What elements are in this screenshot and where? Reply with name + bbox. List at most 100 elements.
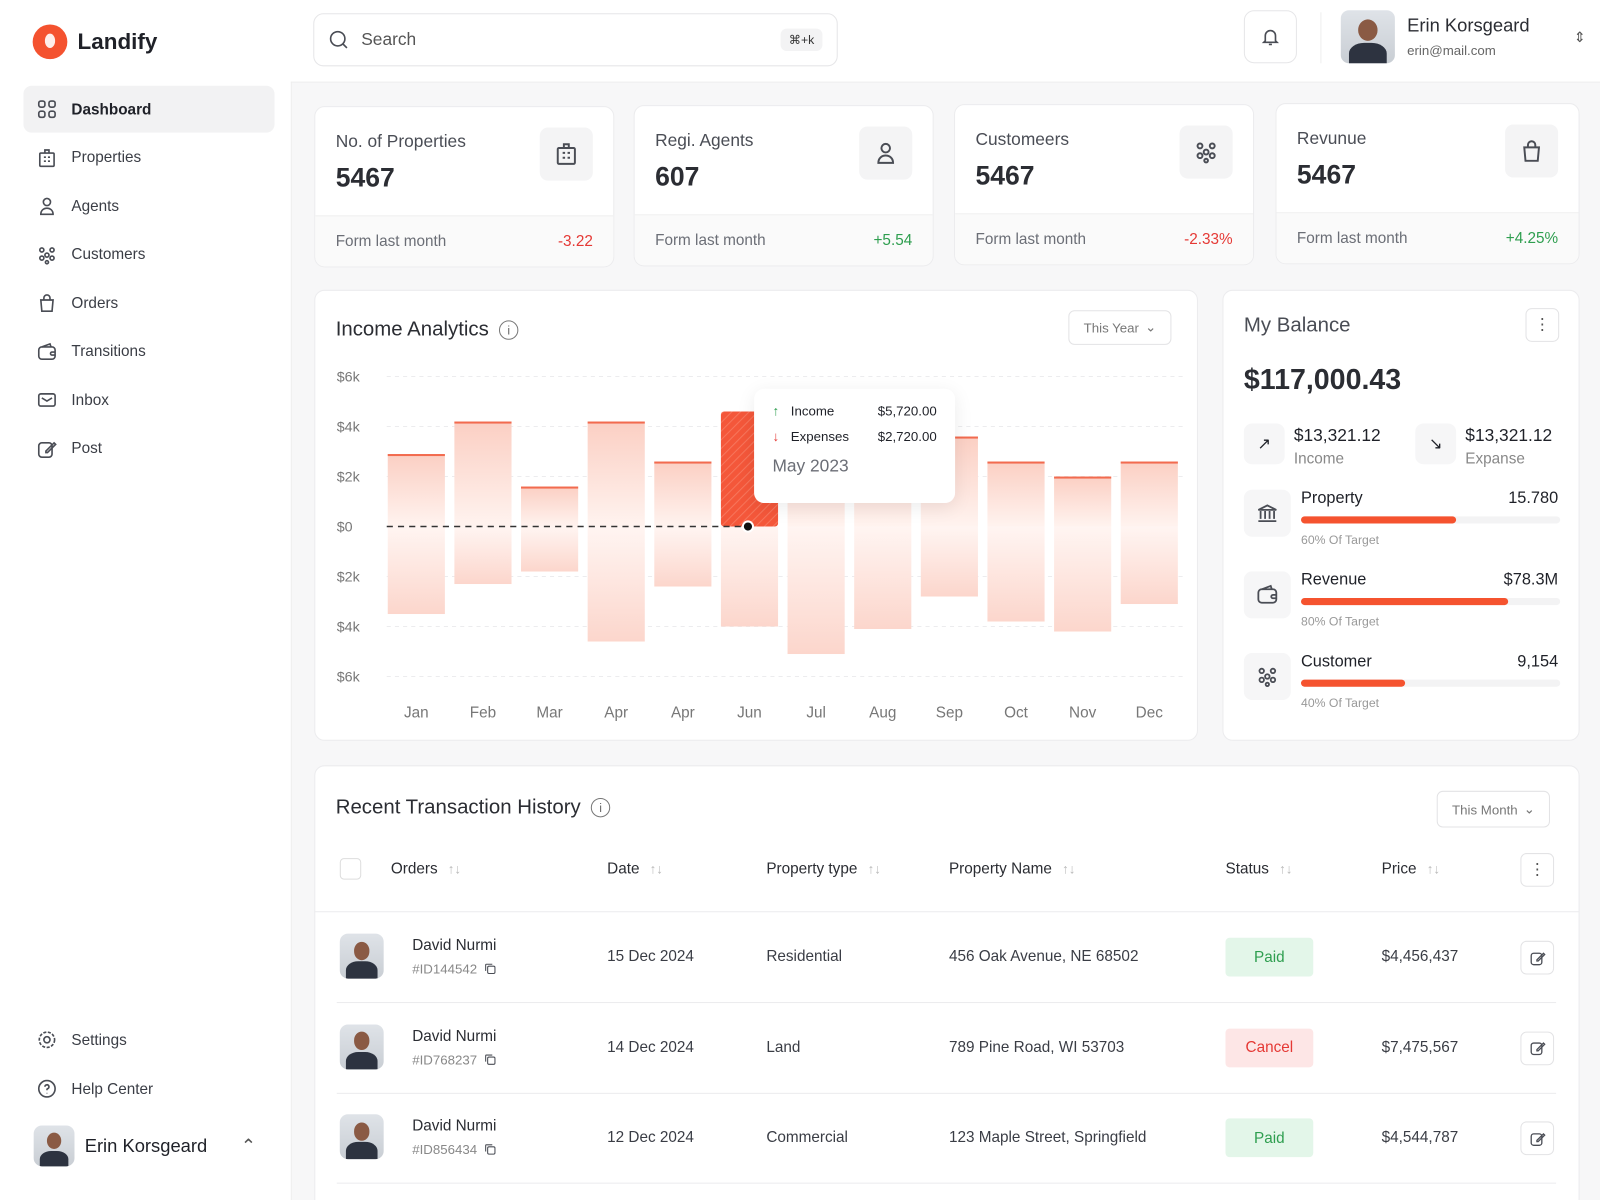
x-tick-label: Apr [604,704,628,721]
expense-bar [454,526,512,585]
grid-icon [37,99,57,119]
income-bar [587,421,645,527]
stat-label: No. of Properties [335,131,466,152]
info-icon[interactable]: i [499,320,519,340]
card-title: Recent Transaction History [335,795,581,819]
stat-label: Regi. Agents [655,130,754,150]
income-bar-top [654,461,712,464]
user-name: Erin Korsgeard [1407,15,1530,36]
search-input[interactable]: Search ⌘+k [313,13,838,67]
users-icon [1243,653,1291,700]
copy-icon[interactable] [483,1142,497,1156]
expense-value: $13,321.12 [1465,425,1553,445]
price: $4,456,437 [1381,947,1459,966]
wallet-icon [1243,571,1291,619]
x-tick-label: Feb [470,704,496,721]
target-label: Property [1301,489,1363,508]
copy-icon[interactable] [483,962,497,976]
order-id: #ID144542 [412,961,478,977]
property-name: 123 Maple Street, Springfield [948,1128,1147,1146]
logo[interactable]: Landify [32,24,157,60]
x-tick-label: Nov [1069,704,1097,721]
trend-up-icon: ↗ [1243,423,1285,465]
column-header[interactable]: Property Name ↑↓ [949,860,1075,877]
stat-value: 607 [655,161,700,192]
target-value: 9,154 [1517,653,1559,671]
column-header[interactable]: Status ↑↓ [1226,860,1293,877]
dropdown-value: This Month [1452,801,1518,817]
sort-icon[interactable]: ↑↓ [867,861,881,877]
sidebar-item-agents[interactable]: Agents [23,183,274,230]
expense-bar [521,526,579,572]
income-bar [1120,461,1178,527]
column-header[interactable]: Orders ↑↓ [391,860,461,877]
period-dropdown[interactable]: This Year ⌄ [1068,310,1172,345]
column-label: Date [607,860,640,878]
customer-name: David Nurmi [412,1027,497,1045]
sidebar-item-label: Orders [71,294,119,312]
sidebar-item-properties[interactable]: Properties [23,134,274,181]
stat-card[interactable]: No. of Properties 5467 Form last month -3… [314,106,615,268]
status-badge: Paid [1225,937,1314,977]
stat-change: -2.33% [1184,230,1233,248]
sidebar-user-switcher[interactable]: Erin Korsgeard ⌃ [33,1125,256,1167]
notifications-button[interactable] [1243,10,1297,64]
sidebar-item-orders[interactable]: Orders [23,280,274,327]
property-type: Commercial [766,1128,848,1146]
user-icon [859,126,913,180]
edit-button[interactable] [1520,940,1555,975]
sidebar-item-label: Dashboard [71,100,152,118]
stat-card[interactable]: Revunue 5467 Form last month +4.25% [1275,103,1580,265]
stat-card[interactable]: Regi. Agents 607 Form last month +5.54 [633,105,934,267]
sidebar-item-help[interactable]: Help Center [23,1065,274,1112]
card-title: Income Analytics [335,318,489,341]
sidebar-item-inbox[interactable]: Inbox [23,377,274,424]
column-header[interactable]: Date ↑↓ [607,860,663,877]
sidebar-item-customers[interactable]: Customers [23,231,274,278]
income-bar-top [987,461,1045,464]
expense-bar [1120,526,1178,605]
table-options-button[interactable]: ⋮ [1520,853,1555,887]
period-dropdown[interactable]: This Month ⌄ [1436,790,1551,828]
bell-icon [1260,27,1280,47]
avatar [33,1125,75,1167]
income-bar [454,421,512,527]
stat-card[interactable]: Customeers 5467 Form last month -2.33% [954,104,1255,266]
divider [336,1002,1557,1004]
expense-bar [987,526,1045,622]
target-progress [1301,597,1561,606]
column-label: Status [1225,860,1269,878]
sidebar-item-dashboard[interactable]: Dashboard [23,85,275,133]
income-bar [1054,476,1112,527]
stat-value: 5467 [1296,159,1356,190]
sidebar-item-settings[interactable]: Settings [23,1016,274,1063]
sort-icon[interactable]: ↑↓ [1426,861,1440,877]
column-label: Price [1381,860,1417,878]
sort-icon[interactable]: ↑↓ [1279,861,1293,877]
column-header[interactable]: Property type ↑↓ [766,860,881,877]
column-label: Property Name [948,860,1052,878]
stat-label: Customeers [975,129,1070,149]
info-icon[interactable]: i [590,797,611,818]
avatar [1340,10,1395,64]
stat-value: 5467 [975,160,1035,191]
tooltip-date: May 2023 [772,456,849,476]
copy-icon[interactable] [483,1052,497,1066]
sidebar-item-transitions[interactable]: Transitions [23,328,274,375]
user-menu[interactable]: Erin Korsgeard erin@mail.com ⇕ [1340,10,1586,64]
customer-name: David Nurmi [412,936,497,955]
stat-change: +4.25% [1505,229,1559,247]
avatar [339,1023,384,1069]
help-label: Help Center [71,1080,154,1098]
more-options-button[interactable]: ⋮ [1525,308,1560,342]
edit-button[interactable] [1520,1031,1555,1065]
sidebar-item-post[interactable]: Post [23,425,274,472]
edit-button[interactable] [1520,1121,1555,1156]
sort-icon[interactable]: ↑↓ [1062,861,1076,877]
sort-icon[interactable]: ↑↓ [649,861,663,877]
column-header[interactable]: Price ↑↓ [1382,860,1440,877]
target-note: 80% Of Target [1301,614,1380,629]
users-icon [1179,125,1233,179]
select-all-checkbox[interactable] [339,858,362,880]
sort-icon[interactable]: ↑↓ [447,861,462,877]
